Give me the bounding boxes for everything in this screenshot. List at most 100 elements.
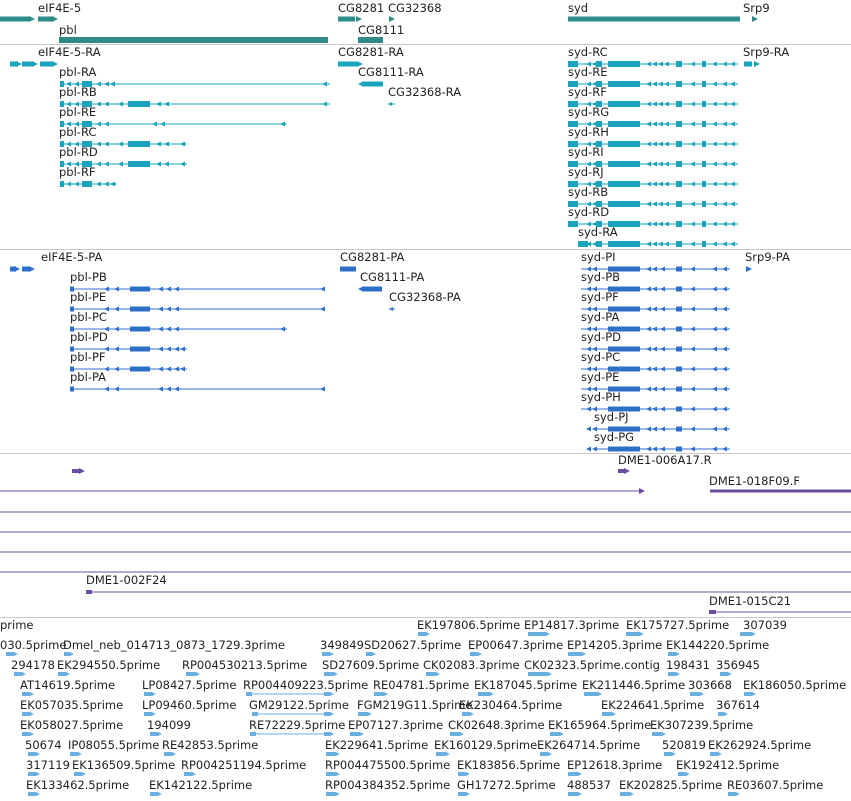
est-label[interactable]: LP09460.5prime — [142, 698, 237, 712]
transcript-arrow[interactable] — [32, 61, 38, 67]
est-exon[interactable] — [668, 672, 676, 676]
syd-transcript-strand-arrow[interactable] — [646, 201, 651, 207]
est-arrow[interactable] — [676, 672, 680, 676]
syd-protein-strand-arrow[interactable] — [722, 426, 727, 432]
syd-transcript-exon[interactable] — [676, 221, 682, 227]
pbl-protein-strand-arrow[interactable] — [174, 366, 179, 372]
est-arrow[interactable] — [78, 752, 82, 756]
syd-transcript-exon[interactable] — [568, 121, 578, 127]
clone-bar[interactable] — [618, 469, 626, 473]
syd-transcript-strand-arrow[interactable] — [664, 161, 669, 167]
est-exon[interactable] — [450, 732, 460, 736]
transcript-arrow[interactable] — [388, 102, 392, 106]
syd-protein-strand-arrow[interactable] — [660, 446, 665, 452]
est-exon[interactable] — [22, 712, 30, 716]
pbl-transcript-strand-arrow[interactable] — [164, 141, 169, 147]
est-exon[interactable] — [728, 792, 736, 796]
syd-protein-strand-arrow[interactable] — [690, 366, 695, 372]
syd-protein-strand-arrow[interactable] — [722, 406, 727, 412]
syd-protein-strand-arrow[interactable] — [690, 406, 695, 412]
est-label[interactable]: prime — [0, 618, 34, 632]
syd-transcript-strand-arrow[interactable] — [592, 101, 597, 107]
syd-protein-strand-arrow[interactable] — [660, 286, 665, 292]
syd-transcript-strand-arrow[interactable] — [712, 121, 717, 127]
est-arrow[interactable] — [582, 652, 586, 656]
pbl-protein-strand-arrow[interactable] — [158, 346, 163, 352]
syd-protein-strand-arrow[interactable] — [652, 266, 657, 272]
syd-transcript-strand-arrow[interactable] — [652, 61, 657, 67]
est-exon[interactable] — [144, 712, 152, 716]
syd-protein-exon[interactable] — [608, 306, 640, 312]
est-exon[interactable] — [458, 792, 466, 796]
est-label[interactable]: EK262924.5prime — [708, 738, 812, 752]
syd-transcript-strand-arrow[interactable] — [646, 141, 651, 147]
syd-protein-exon[interactable] — [608, 386, 640, 392]
est-label[interactable]: EK142122.5prime — [149, 778, 253, 792]
syd-transcript-strand-arrow[interactable] — [586, 201, 591, 207]
syd-transcript-strand-arrow[interactable] — [712, 201, 717, 207]
syd-transcript-strand-arrow[interactable] — [690, 161, 695, 167]
est-exon[interactable] — [584, 692, 598, 696]
pbl-protein-strand-arrow[interactable] — [320, 386, 325, 392]
est-arrow[interactable] — [478, 652, 482, 656]
protein-exon[interactable] — [10, 266, 16, 272]
pbl-transcript-exon[interactable] — [60, 181, 64, 187]
est-exon[interactable] — [718, 712, 724, 716]
pbl-transcript-strand-arrow[interactable] — [74, 101, 79, 107]
gene-label[interactable]: Srp9 — [743, 1, 770, 15]
est-label[interactable]: RP004409223.5prime — [243, 678, 369, 692]
pbl-protein-strand-arrow[interactable] — [114, 326, 119, 332]
pbl-transcript-exon[interactable] — [128, 141, 150, 147]
est-exon[interactable] — [462, 712, 470, 716]
est-exon[interactable] — [652, 732, 662, 736]
syd-protein-strand-arrow[interactable] — [712, 366, 717, 372]
est-label[interactable]: EK264714.5prime — [537, 738, 641, 752]
est-arrow[interactable] — [158, 792, 162, 796]
est-exon[interactable] — [744, 692, 752, 696]
syd-protein-strand-arrow[interactable] — [586, 346, 591, 352]
syd-transcript-strand-arrow[interactable] — [652, 141, 657, 147]
transcript-label[interactable]: syd-RC — [568, 45, 608, 59]
est-exon[interactable] — [478, 692, 490, 696]
est-arrow[interactable] — [158, 732, 162, 736]
gene-label[interactable]: CG8111 — [358, 23, 405, 37]
est-arrow[interactable] — [460, 732, 464, 736]
est-arrow[interactable] — [172, 752, 176, 756]
est-exon[interactable] — [528, 672, 548, 676]
est-arrow[interactable] — [330, 712, 334, 716]
syd-transcript-exon[interactable] — [702, 241, 706, 247]
syd-transcript-strand-arrow[interactable] — [592, 121, 597, 127]
syd-transcript-exon[interactable] — [702, 81, 706, 87]
syd-transcript-strand-arrow[interactable] — [592, 221, 597, 227]
transcript-label[interactable]: syd-RG — [568, 105, 610, 119]
est-arrow[interactable] — [598, 692, 602, 696]
pbl-protein-exon[interactable] — [70, 306, 74, 312]
syd-transcript-strand-arrow[interactable] — [664, 221, 669, 227]
syd-transcript-strand-arrow[interactable] — [690, 121, 695, 127]
pbl-protein-strand-arrow[interactable] — [114, 306, 119, 312]
syd-transcript-strand-arrow[interactable] — [690, 61, 695, 67]
transcript-label[interactable]: syd-RF — [568, 85, 607, 99]
syd-transcript-strand-arrow[interactable] — [722, 241, 727, 247]
syd-transcript-strand-arrow[interactable] — [586, 141, 591, 147]
est-label[interactable]: EK230464.5prime — [459, 698, 563, 712]
syd-protein-strand-arrow[interactable] — [712, 446, 717, 452]
syd-protein-strand-arrow[interactable] — [652, 286, 657, 292]
pbl-transcript-strand-arrow[interactable] — [96, 121, 101, 127]
syd-protein-strand-arrow[interactable] — [652, 346, 657, 352]
est-exon[interactable] — [22, 692, 30, 696]
est-label[interactable]: EK175727.5prime — [626, 618, 730, 632]
syd-protein-exon[interactable] — [676, 266, 682, 272]
syd-transcript-strand-arrow[interactable] — [646, 61, 651, 67]
est-arrow[interactable] — [490, 692, 494, 696]
est-exon[interactable] — [28, 752, 36, 756]
pbl-transcript-exon[interactable] — [82, 81, 92, 87]
pbl-transcript-strand-arrow[interactable] — [118, 141, 123, 147]
syd-transcript-strand-arrow[interactable] — [722, 141, 727, 147]
est-label[interactable]: EK229641.5prime — [325, 738, 429, 752]
syd-transcript-strand-arrow[interactable] — [722, 201, 727, 207]
syd-transcript-strand-arrow[interactable] — [652, 241, 657, 247]
syd-protein-strand-arrow[interactable] — [722, 286, 727, 292]
est-label[interactable]: RP004251194.5prime — [181, 758, 307, 772]
syd-protein-strand-arrow[interactable] — [652, 366, 657, 372]
